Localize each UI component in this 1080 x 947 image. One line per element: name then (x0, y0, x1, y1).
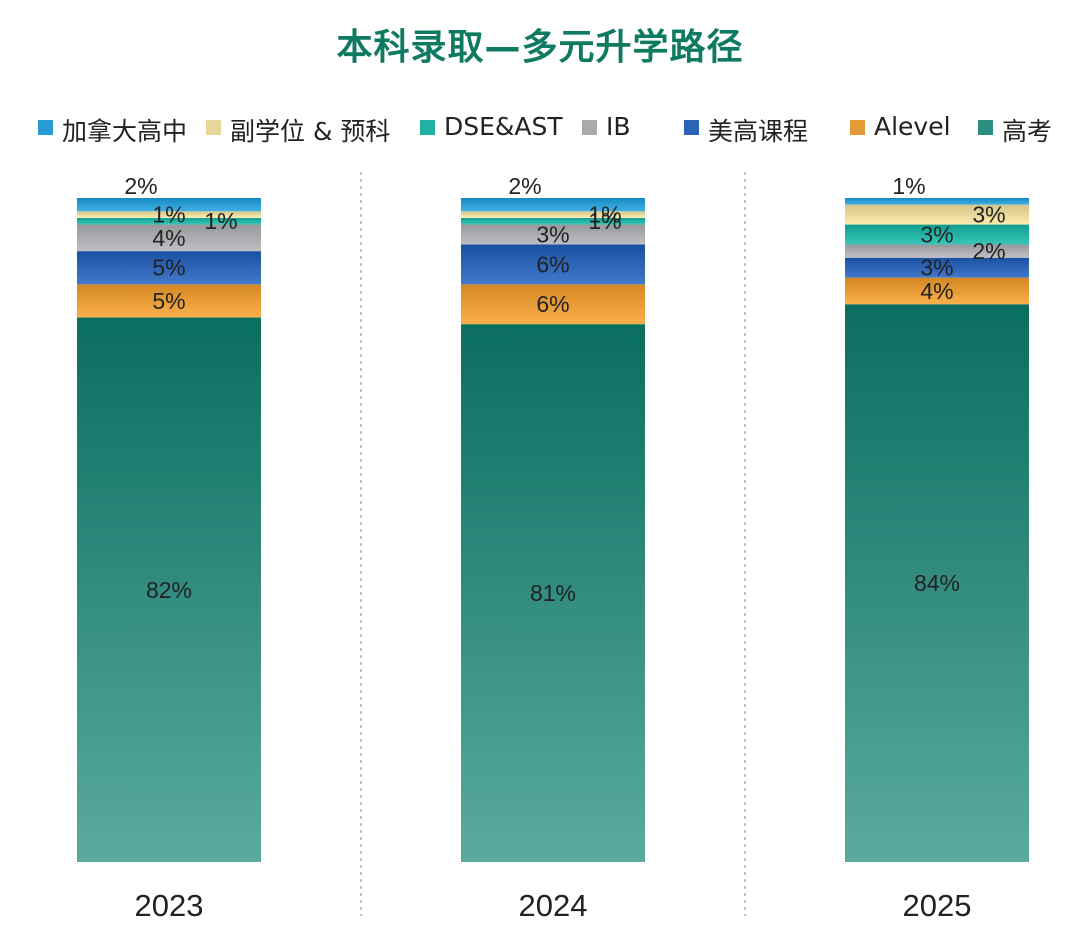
data-label: 5% (152, 288, 185, 314)
x-tick-label: 2024 (519, 888, 588, 923)
legend-swatch (420, 120, 435, 135)
legend-label: IB (606, 112, 631, 141)
bar-segment (77, 284, 261, 318)
bar-segment (461, 198, 645, 212)
chart-title: 本科录取—多元升学路径 (336, 27, 744, 68)
bar-segment (845, 257, 1029, 278)
x-tick-label: 2025 (903, 888, 972, 923)
data-label: 3% (920, 255, 953, 281)
data-label: 3% (536, 222, 569, 248)
data-label: 4% (152, 225, 185, 251)
data-label: 3% (972, 202, 1005, 228)
bar-segment (845, 198, 1029, 205)
bar-segment (461, 244, 645, 285)
legend-label: 副学位 & 预科 (230, 117, 391, 146)
bar-segment (461, 217, 645, 225)
bar-segment (77, 211, 261, 218)
legend-label: 美高课程 (708, 117, 809, 146)
bar-segment (845, 244, 1029, 258)
bar-segment (77, 251, 261, 285)
data-label: 2% (508, 173, 541, 199)
legend-swatch (850, 120, 865, 135)
data-label: 1% (204, 208, 237, 234)
bar-segment (461, 211, 645, 218)
bar-segment (845, 204, 1029, 225)
legend-swatch (582, 120, 597, 135)
bar-segment (461, 284, 645, 325)
bar-segment (845, 304, 1029, 862)
bar-segment (845, 277, 1029, 305)
data-label: 82% (146, 577, 192, 603)
data-label: 6% (536, 291, 569, 317)
data-label: 1% (152, 202, 185, 228)
chart-legend: 加拿大高中 副学位 & 预科 DSE&AST IB 美高课程 Alevel 高考 (38, 110, 1078, 146)
data-label: 1% (588, 208, 621, 234)
data-label: 1% (892, 173, 925, 199)
legend-swatch (978, 120, 993, 135)
bar-segment (845, 224, 1029, 245)
data-label: 6% (536, 251, 569, 277)
data-label: 3% (920, 222, 953, 248)
x-tick-label: 2023 (135, 888, 204, 923)
legend-swatch (38, 120, 53, 135)
legend-label: Alevel (874, 112, 951, 141)
bar-segment (77, 317, 261, 862)
data-label: 84% (914, 570, 960, 596)
legend-label: 高考 (1002, 117, 1053, 146)
data-label: 81% (530, 580, 576, 606)
data-label: 4% (920, 278, 953, 304)
legend-label: DSE&AST (444, 112, 563, 141)
bar-segment (461, 224, 645, 245)
data-label: 2% (124, 173, 157, 199)
legend-label: 加拿大高中 (62, 117, 188, 146)
data-label: 5% (152, 255, 185, 281)
bar-segment (77, 198, 261, 212)
bar-segment (77, 224, 261, 252)
legend-swatch (684, 120, 699, 135)
data-label: 1% (588, 202, 621, 228)
legend-swatch (206, 120, 221, 135)
bar-segment (461, 324, 645, 862)
bar-segment (77, 217, 261, 225)
data-label: 2% (972, 238, 1005, 264)
